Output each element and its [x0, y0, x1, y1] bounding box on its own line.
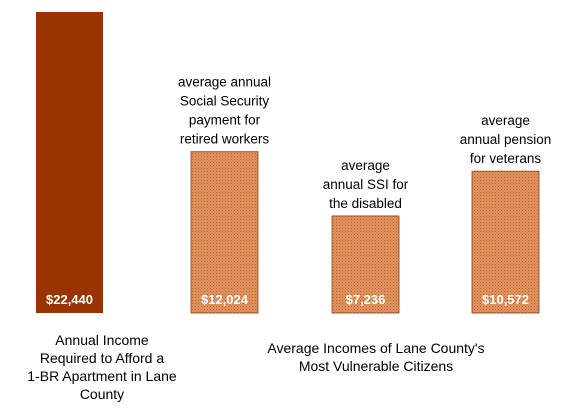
bar-2-label-line-4: retired workers	[180, 132, 270, 147]
bar-4-label-line-3: for veterans	[470, 151, 542, 166]
bar-2-label-line-3: payment for	[189, 113, 261, 128]
first-bar-caption-line-2: Required to Afford a	[40, 350, 164, 366]
bar-4-label-line-1: average	[481, 113, 530, 128]
bar-3-label-line-2: annual SSI for	[323, 177, 409, 192]
bar-2-label-line-2: Social Security	[180, 94, 270, 109]
bar-2	[190, 151, 259, 314]
bar-3-label-line-1: average	[341, 158, 390, 173]
bar-labels-group: $22,440 $12,024 average annual Social Secur…	[46, 75, 551, 307]
bar-1	[36, 12, 103, 313]
group-caption-line-2: Most Vulnerable Citizens	[299, 358, 453, 374]
bar-4	[471, 170, 540, 314]
captions-group: Annual Income Required to Afford a 1-BR Ap…	[27, 332, 484, 402]
first-bar-caption-line-4: County	[80, 386, 124, 402]
first-bar-caption-line-3: 1-BR Apartment in Lane	[27, 368, 177, 384]
value-label-4: $10,572	[482, 292, 529, 307]
first-bar-caption-line-1: Annual Income	[55, 332, 149, 348]
bar-3	[331, 215, 400, 314]
bar-3-label-line-3: the disabled	[329, 196, 402, 211]
value-label-1: $22,440	[46, 292, 93, 307]
value-label-2: $12,024	[201, 292, 249, 307]
bar-4-label-line-2: annual pension	[460, 132, 552, 147]
bar-2-label-line-1: average annual	[178, 75, 271, 90]
bars-group	[36, 12, 540, 314]
group-caption-line-1: Average Incomes of Lane County's	[267, 340, 484, 356]
value-label-3: $7,236	[346, 292, 386, 307]
